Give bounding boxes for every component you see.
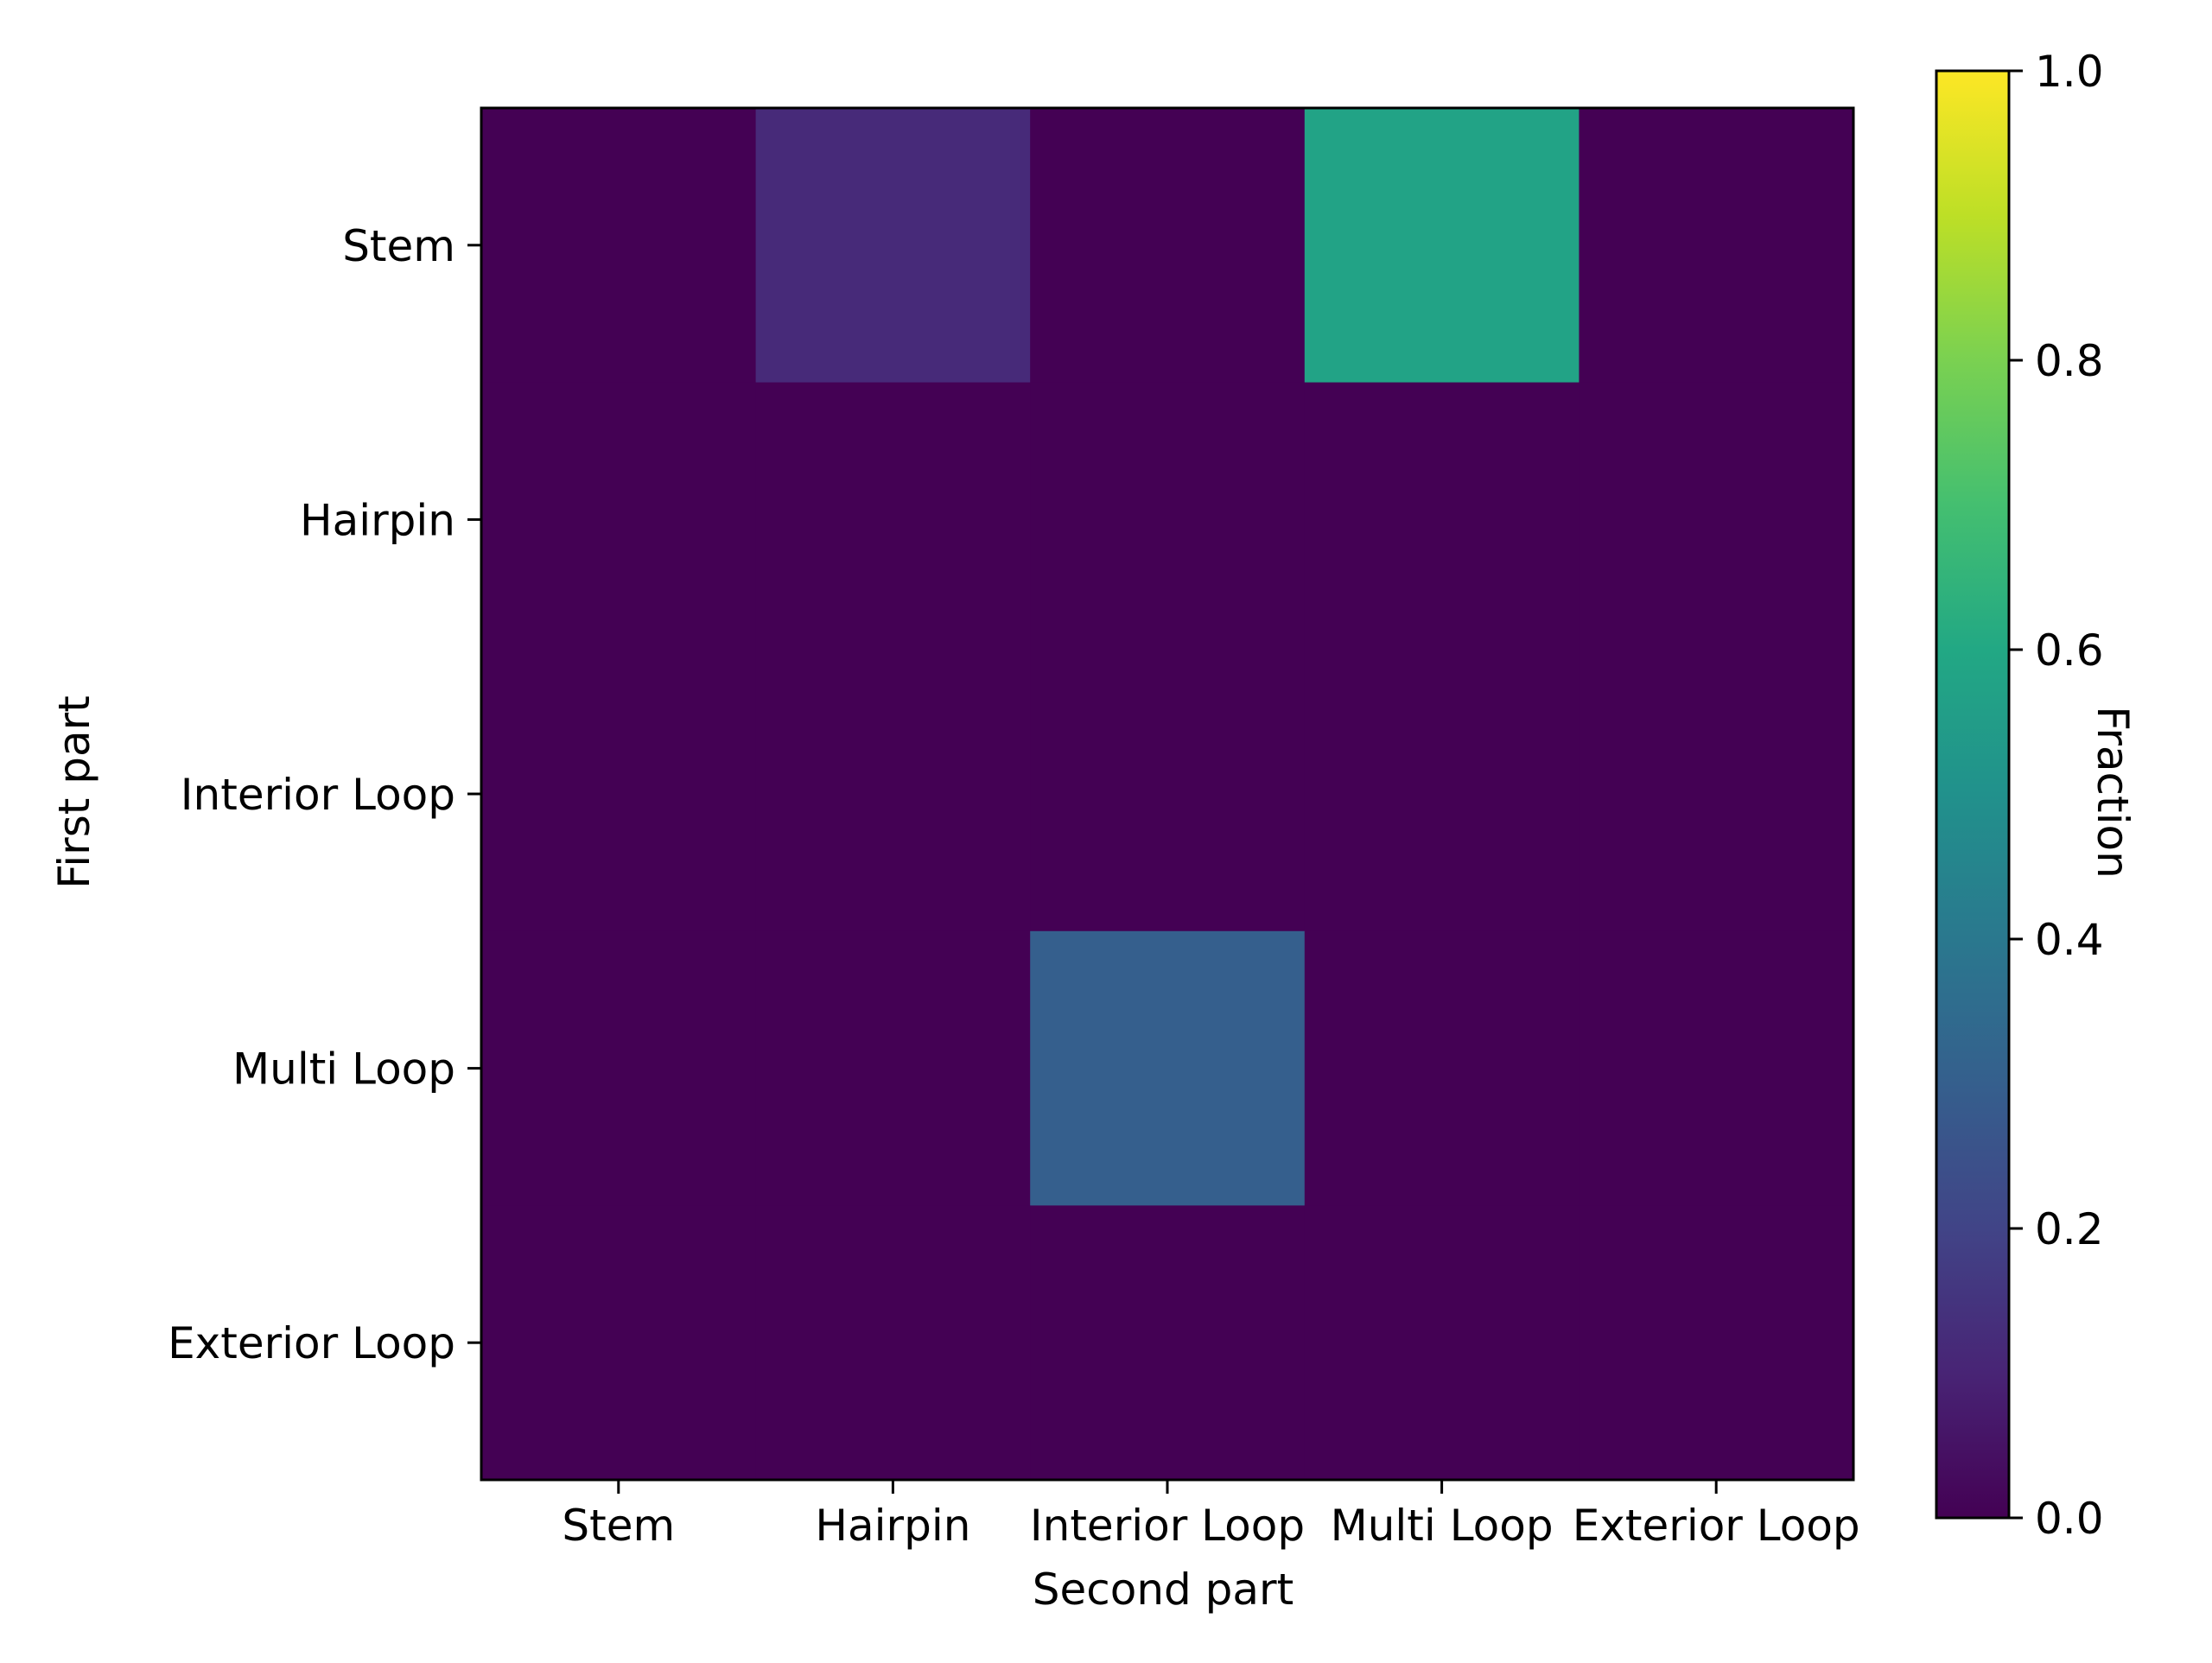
x-axis-label: Second part bbox=[1033, 1565, 1294, 1615]
heatmap-cell-multi-loop-interior-loop bbox=[1030, 930, 1306, 1206]
heatmap-cell-exterior-loop-hairpin bbox=[755, 1205, 1031, 1481]
heatmap-cell-interior-loop-interior-loop bbox=[1030, 657, 1306, 932]
colorbar: 0.0 0.2 0.4 0.6 0.8 1.0 bbox=[1935, 47, 2104, 1544]
y-tick-label-exterior-loop: Exterior Loop bbox=[168, 1318, 455, 1368]
heatmap-cell-multi-loop-exterior-loop bbox=[1579, 930, 1854, 1206]
axes: Stem Hairpin Interior Loop Multi Loop Exteri… bbox=[168, 106, 1860, 1551]
x-tick-label-exterior-loop: Exterior Loop bbox=[1573, 1501, 1860, 1551]
y-axis-label: First part bbox=[49, 695, 99, 889]
heatmap-cell-interior-loop-stem bbox=[481, 657, 757, 932]
x-tick-label-multi-loop: Multi Loop bbox=[1331, 1501, 1554, 1551]
heatmap-cell-stem-multi-loop bbox=[1304, 108, 1580, 384]
heatmap-cell-interior-loop-multi-loop bbox=[1304, 657, 1580, 932]
colorbar-tick-label-3: 0.6 bbox=[2035, 625, 2104, 676]
y-tick-label-multi-loop: Multi Loop bbox=[232, 1044, 455, 1095]
x-tick-label-stem: Stem bbox=[562, 1501, 675, 1551]
heatmap-cell-exterior-loop-interior-loop bbox=[1030, 1205, 1306, 1481]
colorbar-gradient bbox=[1935, 69, 2011, 1520]
heatmap-cell-stem-interior-loop bbox=[1030, 108, 1306, 384]
colorbar-tick-label-4: 0.8 bbox=[2035, 336, 2104, 386]
y-tick-label-interior-loop: Interior Loop bbox=[181, 770, 455, 820]
colorbar-tick-label-0: 0.0 bbox=[2035, 1494, 2104, 1544]
heatmap-cell-stem-stem bbox=[481, 108, 757, 384]
heatmap-cell-interior-loop-exterior-loop bbox=[1579, 657, 1854, 932]
heatmap-cell-multi-loop-multi-loop bbox=[1304, 930, 1580, 1206]
heatmap-cell-exterior-loop-multi-loop bbox=[1304, 1205, 1580, 1481]
heatmap-cell-stem-hairpin bbox=[755, 108, 1031, 384]
heatmap-cell-interior-loop-hairpin bbox=[755, 657, 1031, 932]
colorbar-label: Fraction bbox=[2088, 706, 2138, 879]
heatmap-cell-exterior-loop-exterior-loop bbox=[1579, 1205, 1854, 1481]
heatmap-cells bbox=[481, 108, 1854, 1481]
heatmap-cell-hairpin-hairpin bbox=[755, 382, 1031, 657]
heatmap-cell-hairpin-interior-loop bbox=[1030, 382, 1306, 657]
heatmap-cell-hairpin-stem bbox=[481, 382, 757, 657]
colorbar-tick-label-5: 1.0 bbox=[2035, 47, 2104, 97]
y-tick-label-stem: Stem bbox=[342, 221, 455, 271]
heatmap-cell-stem-exterior-loop bbox=[1579, 108, 1854, 384]
colorbar-tick-label-1: 0.2 bbox=[2035, 1204, 2104, 1254]
x-tick-label-interior-loop: Interior Loop bbox=[1030, 1501, 1305, 1551]
colorbar-tick-label-2: 0.4 bbox=[2035, 915, 2104, 965]
heatmap-cell-exterior-loop-stem bbox=[481, 1205, 757, 1481]
heatmap-cell-multi-loop-stem bbox=[481, 930, 757, 1206]
heatmap-cell-hairpin-exterior-loop bbox=[1579, 382, 1854, 657]
y-tick-label-hairpin: Hairpin bbox=[300, 495, 455, 545]
heatmap-cell-multi-loop-hairpin bbox=[755, 930, 1031, 1206]
heatmap-cell-hairpin-multi-loop bbox=[1304, 382, 1580, 657]
x-tick-label-hairpin: Hairpin bbox=[815, 1501, 970, 1551]
